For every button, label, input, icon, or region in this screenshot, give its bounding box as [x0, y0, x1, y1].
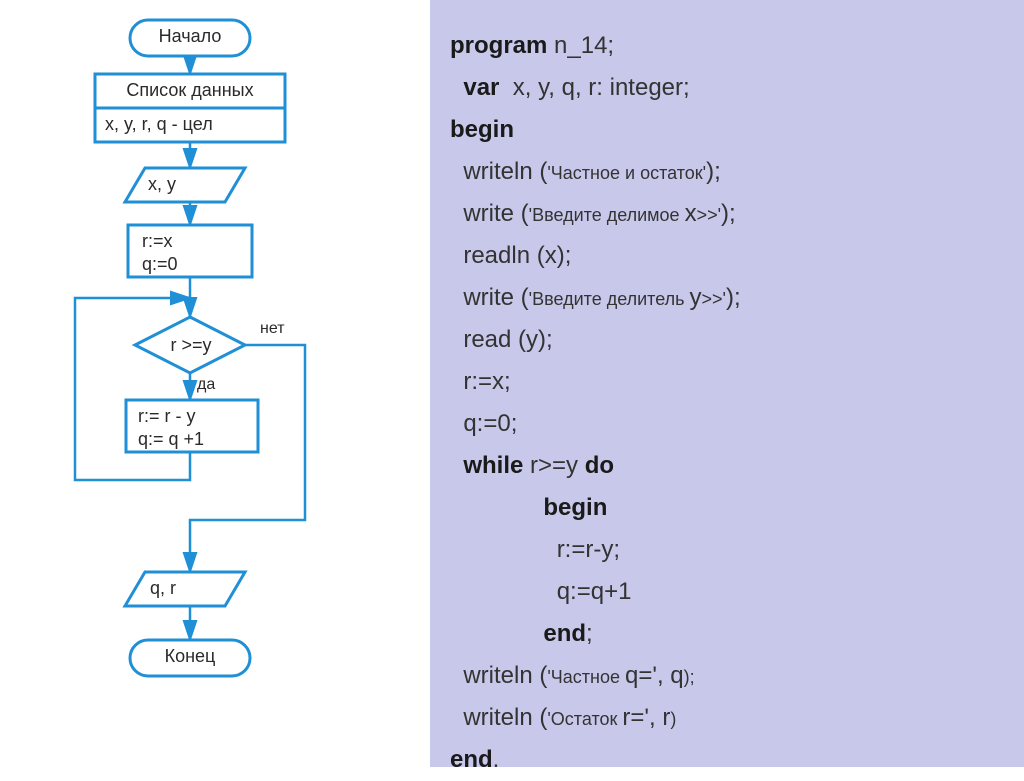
fc-no-label: нет	[260, 320, 285, 338]
code-line: program n_14;	[450, 25, 1004, 67]
code-listing: program n_14; var x, y, q, r: integer;be…	[450, 25, 1004, 781]
code-line: end;	[450, 613, 1004, 655]
fc-decision-label: r >=y	[155, 335, 227, 356]
code-line: writeln ('Остаток r=', r)	[450, 697, 1004, 739]
code-line: q:=q+1	[450, 571, 1004, 613]
flowchart-panel: Начало Список данных x, y, r, q - цел x,…	[0, 0, 430, 767]
code-line: q:=0;	[450, 403, 1004, 445]
code-panel: program n_14; var x, y, q, r: integer;be…	[430, 0, 1024, 767]
code-line: r:=x;	[450, 361, 1004, 403]
code-line: r:=r-y;	[450, 529, 1004, 571]
code-line: end.	[450, 739, 1004, 781]
code-line: var x, y, q, r: integer;	[450, 67, 1004, 109]
fc-input-label: x, y	[130, 174, 230, 195]
code-line: write ('Введите делимое x>>');	[450, 193, 1004, 235]
code-line: begin	[450, 109, 1004, 151]
fc-proc1-label: r:=xq:=0	[128, 230, 252, 277]
code-line: begin	[450, 487, 1004, 529]
code-line: read (y);	[450, 319, 1004, 361]
code-line: while r>=y do	[450, 445, 1004, 487]
fc-yes-label: да	[197, 376, 215, 394]
fc-data-body-label: x, y, r, q - цел	[95, 114, 285, 135]
fc-start-label: Начало	[130, 26, 250, 47]
code-line: writeln ('Частное q=', q);	[450, 655, 1004, 697]
fc-output-label: q, r	[130, 578, 230, 599]
code-line: readln (x);	[450, 235, 1004, 277]
code-line: write ('Введите делитель y>>');	[450, 277, 1004, 319]
fc-proc2-label: r:= r - yq:= q +1	[126, 405, 258, 452]
fc-end-label: Конец	[130, 646, 250, 667]
code-line: writeln ('Частное и остаток');	[450, 151, 1004, 193]
fc-data-header-label: Список данных	[95, 80, 285, 101]
